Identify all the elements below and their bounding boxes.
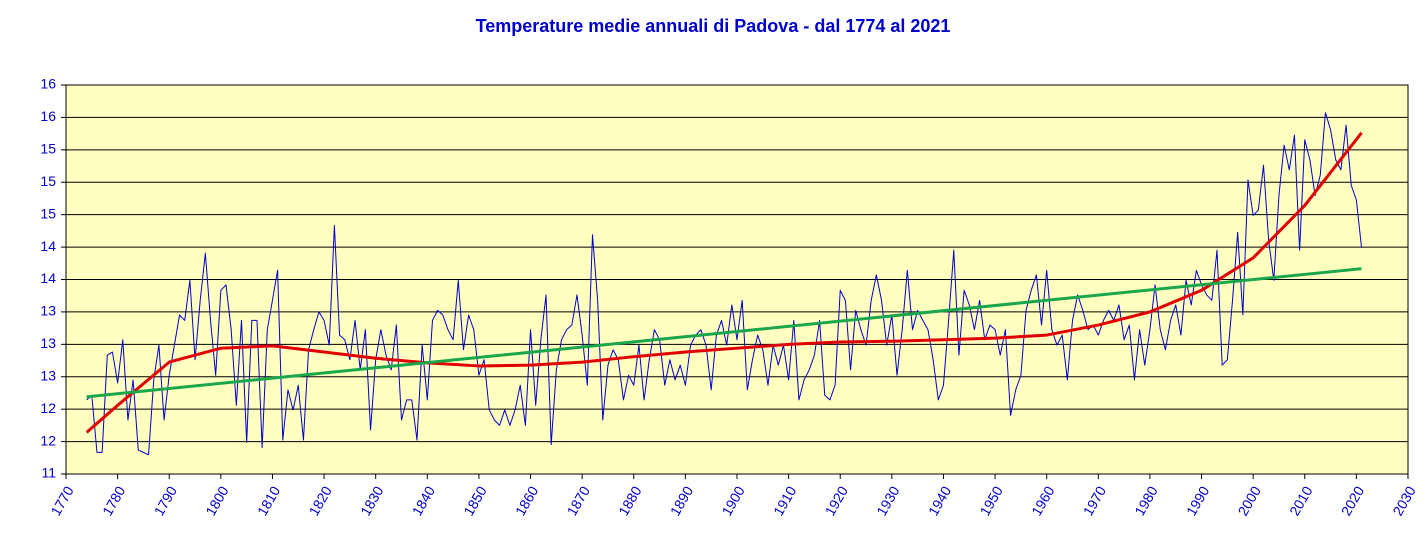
x-tick-label: 1860	[512, 483, 542, 518]
x-tick-label: 1800	[202, 483, 232, 518]
x-tick-label: 1850	[460, 483, 490, 518]
y-tick-label: 14	[40, 238, 56, 254]
y-tick-label: 15	[40, 205, 56, 221]
x-tick-label: 1940	[925, 483, 955, 518]
y-tick-label: 15	[40, 173, 56, 189]
y-tick-label: 14	[40, 270, 56, 286]
x-tick-label: 1930	[873, 483, 903, 518]
data-line	[85, 131, 1363, 434]
x-tick-label: 1900	[718, 483, 748, 518]
x-tick-label: 1810	[254, 483, 284, 518]
x-tick-label: 1890	[667, 483, 697, 518]
x-tick-label: 1840	[409, 483, 439, 518]
x-tick-label: 1770	[47, 483, 77, 518]
chart-title: Temperature medie annuali di Padova - da…	[476, 16, 951, 36]
y-tick-label: 16	[40, 108, 56, 124]
y-tick-label: 12	[40, 400, 56, 416]
y-tick-label: 13	[40, 367, 56, 383]
x-tick-label: 1910	[770, 483, 800, 518]
y-tick-label: 16	[40, 76, 56, 92]
x-tick-label: 1990	[1183, 483, 1213, 518]
x-tick-label: 1960	[1028, 483, 1058, 518]
x-tick-label: 1980	[1131, 483, 1161, 518]
x-tick-label: 1790	[151, 483, 181, 518]
y-tick-label: 13	[40, 303, 56, 319]
x-tick-label: 1830	[357, 483, 387, 518]
x-tick-label: 1950	[976, 483, 1006, 518]
y-tick-label: 11	[41, 465, 56, 481]
data-line	[86, 267, 1362, 399]
y-tick-label: 13	[40, 335, 56, 351]
x-tick-label: 1880	[615, 483, 645, 518]
x-tick-label: 2000	[1235, 483, 1265, 518]
x-tick-label: 2030	[1389, 483, 1419, 518]
y-tick-label: 15	[40, 141, 56, 157]
x-tick-label: 1780	[99, 483, 129, 518]
y-tick-label: 12	[40, 432, 56, 448]
x-tick-label: 2020	[1338, 483, 1368, 518]
x-tick-label: 1870	[564, 483, 594, 518]
x-tick-label: 1970	[1080, 483, 1110, 518]
x-tick-label: 1920	[822, 483, 852, 518]
x-tick-label: 1820	[305, 483, 335, 518]
x-tick-label: 2010	[1286, 483, 1316, 518]
